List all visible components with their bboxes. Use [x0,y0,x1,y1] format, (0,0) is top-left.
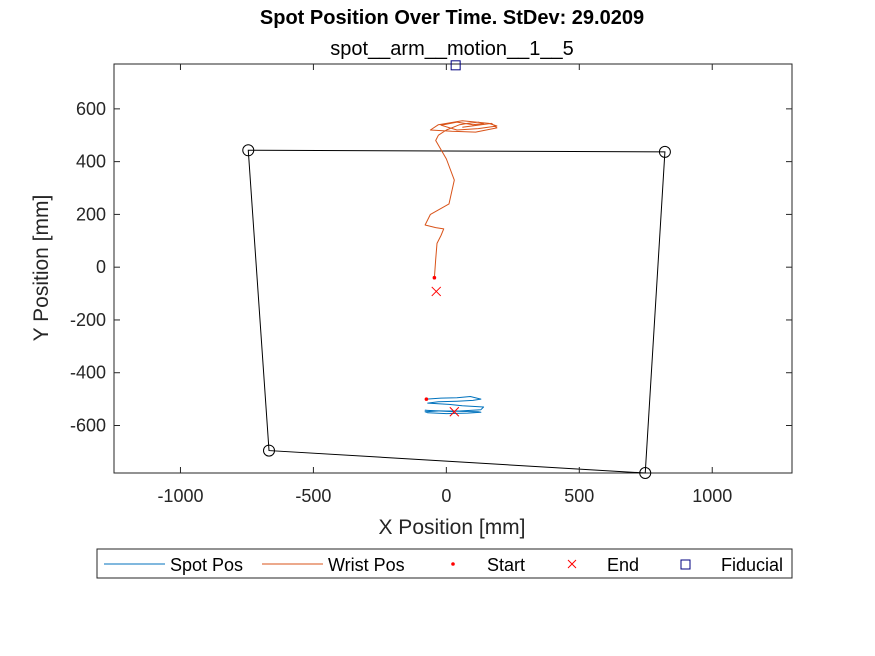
legend: Spot Pos Wrist Pos Start End Fiducial [96,548,793,579]
legend-end-label: End [607,555,639,575]
boundary-corner-marker [639,467,652,479]
boundary-corner-marker [658,145,671,158]
wrist-pos-line [424,120,498,278]
y-tick-label: -600 [70,416,106,436]
legend-fiducial-label: Fiducial [721,555,783,575]
x-tick-label: 0 [441,486,451,506]
x-axis-label: X Position [mm] [378,516,525,539]
legend-box [96,548,793,579]
legend-wrist-label: Wrist Pos [328,555,405,575]
x-tick-label: -1000 [157,486,203,506]
x-tick-label: 500 [564,486,594,506]
start-marker [432,275,437,280]
chart-title: Spot Position Over Time. StDev: 29.0209 [260,7,644,29]
series-layer [424,120,498,415]
end-marker [431,286,442,297]
boundary-corner-marker [242,144,255,157]
spot-pos-line [424,396,485,415]
y-tick-label: 0 [96,257,106,277]
y-axis-label: Y Position [mm] [30,195,53,342]
legend-fiducial-marker [680,559,691,570]
marker-layer [424,60,461,417]
x-tick-label: 1000 [692,486,732,506]
ticks-layer: -1000 -500 0 500 1000 -600 -400 -200 0 200 400 600 [70,64,792,506]
boundary-polygon [247,149,666,474]
y-tick-label: 400 [76,152,106,172]
legend-spot-label: Spot Pos [170,555,243,575]
y-tick-label: 200 [76,204,106,224]
legend-end-marker [567,559,577,569]
boundary-corner-marker [263,444,276,457]
x-tick-label: -500 [295,486,331,506]
y-tick-label: 600 [76,99,106,119]
y-tick-label: -400 [70,363,106,383]
legend-start-marker [451,562,455,566]
legend-start-label: Start [487,555,525,575]
fiducial-marker [450,60,461,71]
start-marker [424,397,429,401]
boundary-layer [242,144,671,479]
end-marker [449,406,460,417]
y-tick-label: -200 [70,310,106,330]
chart-subtitle: spot__arm__motion__1__5 [330,38,574,60]
